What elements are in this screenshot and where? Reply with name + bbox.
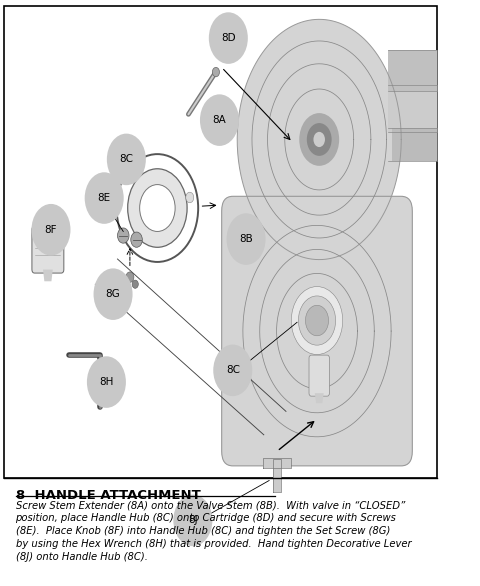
Circle shape: [132, 280, 138, 288]
Circle shape: [107, 134, 146, 185]
FancyBboxPatch shape: [222, 196, 412, 466]
Circle shape: [173, 495, 212, 546]
Circle shape: [212, 67, 219, 77]
Polygon shape: [388, 50, 437, 91]
Polygon shape: [263, 458, 291, 468]
Text: by using the Hex Wrench (8H) that is provided.  Hand tighten Decorative Lever: by using the Hex Wrench (8H) that is pro…: [15, 539, 411, 549]
Text: 8H: 8H: [99, 377, 114, 387]
Circle shape: [87, 356, 126, 408]
Circle shape: [200, 94, 239, 146]
Text: (8E).  Place Knob (8F) into Handle Hub (8C) and tighten the Set Screw (8G): (8E). Place Knob (8F) into Handle Hub (8…: [15, 526, 390, 536]
Circle shape: [213, 345, 252, 396]
Polygon shape: [237, 19, 401, 260]
FancyBboxPatch shape: [309, 355, 329, 396]
Circle shape: [299, 113, 339, 166]
Circle shape: [227, 213, 265, 265]
Circle shape: [117, 154, 198, 262]
Circle shape: [131, 232, 142, 247]
Polygon shape: [273, 459, 281, 492]
Circle shape: [126, 272, 134, 282]
Circle shape: [32, 204, 71, 255]
Circle shape: [313, 132, 325, 147]
Text: 8  HANDLE ATTACHMENT: 8 HANDLE ATTACHMENT: [15, 489, 200, 502]
Circle shape: [94, 268, 132, 320]
Text: 8C: 8C: [226, 365, 240, 376]
Text: 8A: 8A: [213, 115, 227, 125]
Polygon shape: [388, 85, 437, 132]
Circle shape: [128, 169, 187, 247]
Polygon shape: [43, 270, 53, 281]
Text: 8C: 8C: [120, 154, 133, 165]
Text: 8J: 8J: [188, 515, 198, 526]
Text: 8B: 8B: [239, 234, 253, 244]
Text: Screw Stem Extender (8A) onto the Valve Stem (8B).  With valve in “CLOSED”: Screw Stem Extender (8A) onto the Valve …: [15, 500, 405, 510]
Polygon shape: [315, 393, 324, 403]
Text: position, place Handle Hub (8C) onto Cartridge (8D) and secure with Screws: position, place Handle Hub (8C) onto Car…: [15, 513, 396, 523]
Text: 8E: 8E: [97, 193, 111, 203]
Circle shape: [118, 228, 129, 243]
Circle shape: [186, 192, 194, 203]
Text: (8J) onto Handle Hub (8C).: (8J) onto Handle Hub (8C).: [15, 552, 147, 562]
Circle shape: [84, 172, 124, 224]
Text: 8D: 8D: [221, 33, 236, 43]
Circle shape: [299, 296, 336, 345]
Circle shape: [291, 287, 343, 355]
FancyBboxPatch shape: [32, 226, 64, 273]
Circle shape: [140, 185, 175, 231]
Polygon shape: [392, 128, 437, 161]
Text: 8F: 8F: [45, 224, 57, 235]
Circle shape: [209, 12, 248, 64]
FancyBboxPatch shape: [4, 6, 437, 478]
Circle shape: [307, 123, 332, 156]
Circle shape: [305, 305, 328, 336]
Text: 8G: 8G: [106, 289, 120, 299]
